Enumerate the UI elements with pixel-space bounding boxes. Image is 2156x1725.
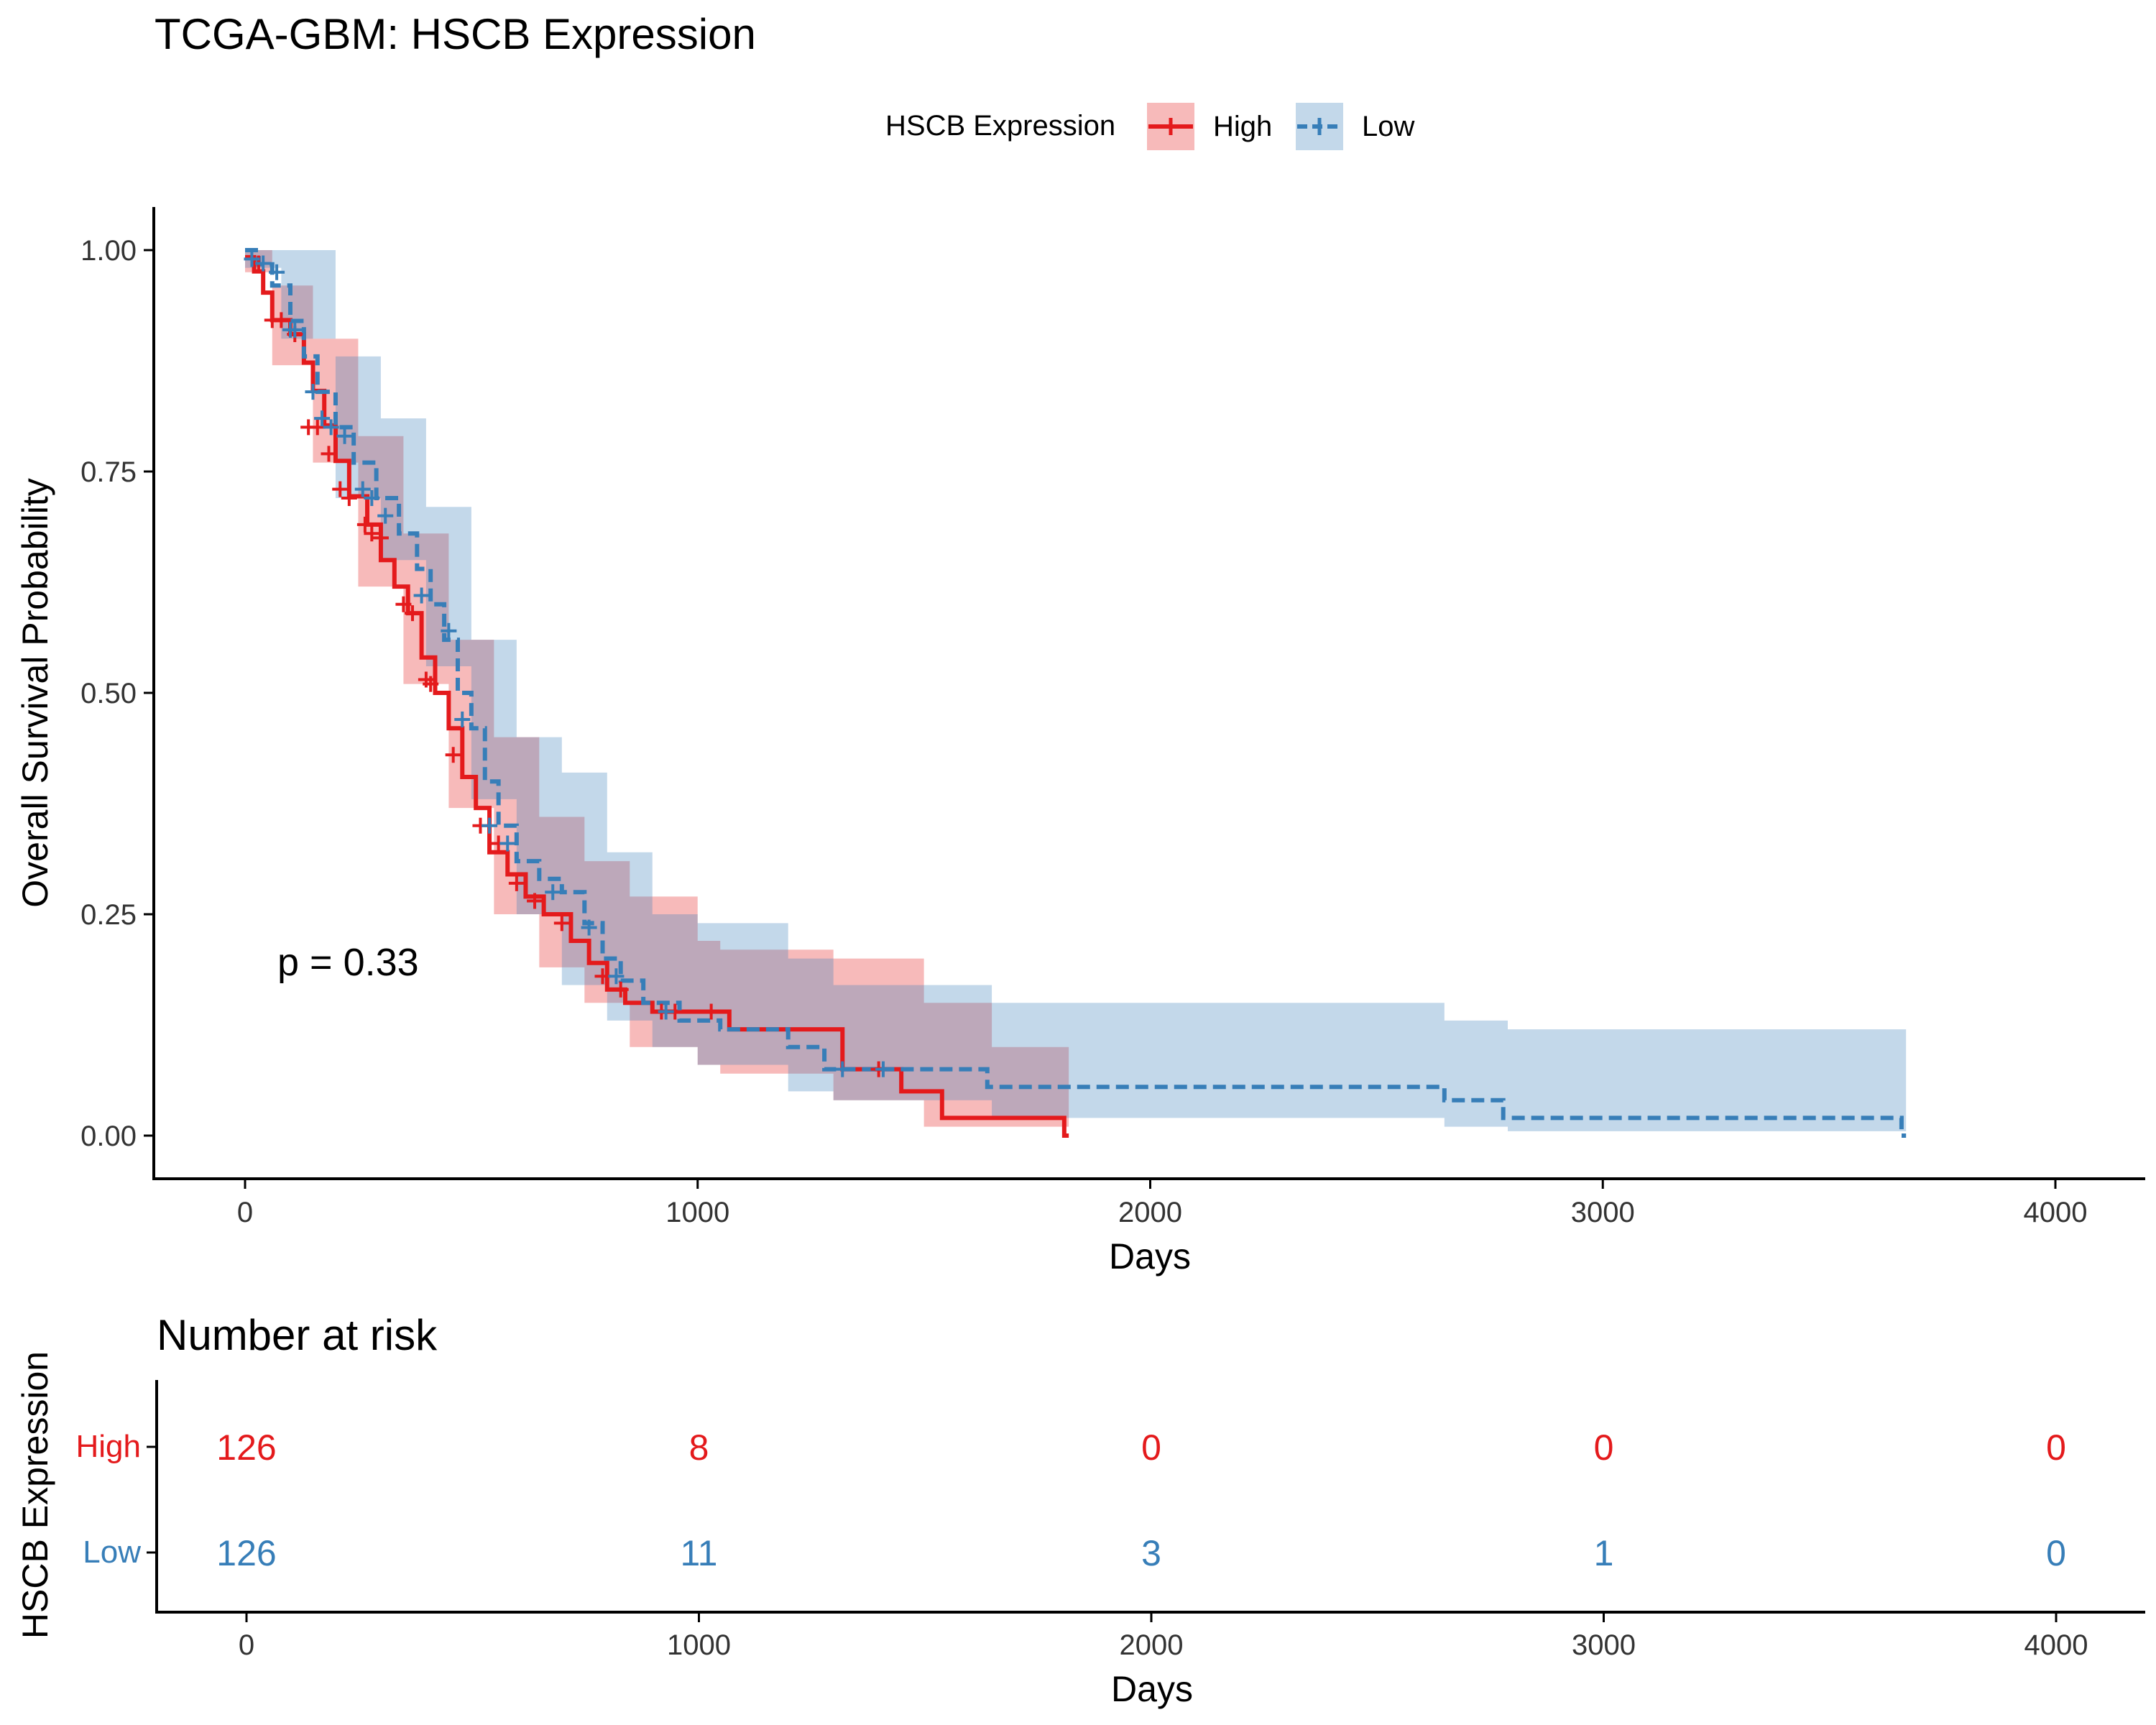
censor-mark-high	[594, 968, 611, 985]
censor-mark-low	[834, 1061, 851, 1077]
risk-table: Number at risk High 126 8 0 0 0 Low 126 11 3 1 0 0 1…	[15, 1311, 2145, 1709]
x-tick-label: 2000	[1118, 1197, 1182, 1228]
censor-mark-high	[703, 1003, 719, 1020]
survival-curve-low	[245, 248, 1907, 1138]
risk-count-high: 0	[2046, 1427, 2066, 1468]
censor-mark-low	[658, 1003, 674, 1020]
censor-mark-low	[454, 711, 471, 727]
risk-x-tick-label: 0	[239, 1629, 254, 1661]
censor-mark-low	[305, 384, 321, 400]
censor-mark-low	[581, 919, 597, 936]
risk-row-label-high: High	[76, 1429, 142, 1464]
x-tick-label: 0	[237, 1197, 253, 1228]
y-axis-ticks: 0.00 0.25 0.50 0.75 1.00	[80, 235, 154, 1152]
ci-band-high	[245, 250, 1069, 1127]
censor-mark-low	[323, 419, 339, 436]
risk-count-low: 0	[2046, 1533, 2066, 1573]
censor-mark-low	[499, 835, 516, 852]
censor-mark-low	[441, 622, 457, 639]
censor-mark-high	[508, 875, 525, 891]
confidence-bands	[245, 250, 1907, 1131]
risk-x-axis-title: Days	[1111, 1669, 1193, 1709]
censor-mark-low	[608, 968, 625, 985]
censor-mark-high	[372, 530, 389, 546]
legend-label-high: High	[1213, 111, 1272, 142]
censor-mark-high	[423, 676, 439, 692]
y-tick-label: 0.50	[80, 678, 137, 709]
risk-count-high: 0	[1141, 1427, 1161, 1468]
chart-title: TCGA-GBM: HSCB Expression	[155, 10, 756, 58]
censor-mark-high	[405, 605, 421, 622]
censor-mark-low	[244, 251, 260, 267]
risk-count-low: 126	[216, 1533, 276, 1573]
censor-mark-high	[612, 981, 629, 998]
censor-mark-high	[341, 489, 357, 506]
censor-mark-high	[309, 419, 326, 436]
censor-mark-low	[255, 255, 272, 272]
legend-title: HSCB Expression	[885, 110, 1115, 142]
censor-mark-high	[332, 481, 349, 497]
censor-mark-low	[545, 884, 561, 901]
y-axis-title: Overall Survival Probability	[15, 478, 55, 907]
survival-plot: 0 1000 2000 3000 4000 0.00 0.25 0.50 0.75 1.00 D…	[15, 207, 2145, 1276]
legend-label-low: Low	[1362, 111, 1414, 142]
x-axis-ticks: 0 1000 2000 3000 4000	[237, 1179, 2088, 1228]
y-tick-label: 0.00	[80, 1121, 137, 1152]
risk-table-rows: High 126 8 0 0 0 Low 126 11 3 1 0	[76, 1427, 2066, 1573]
censor-mark-high	[527, 893, 543, 909]
y-tick-label: 1.00	[80, 235, 137, 267]
censor-mark-low	[287, 321, 303, 338]
risk-count-low: 11	[681, 1533, 718, 1573]
risk-table-title: Number at risk	[157, 1311, 438, 1359]
censor-mark-low	[354, 481, 371, 497]
p-value-annotation: p = 0.33	[277, 941, 419, 984]
censor-mark-low	[336, 428, 353, 444]
risk-count-low: 3	[1141, 1533, 1161, 1573]
risk-count-high: 8	[689, 1427, 709, 1468]
censor-mark-low	[269, 264, 285, 280]
censor-mark-high	[321, 446, 337, 462]
censor-mark-high	[553, 915, 570, 932]
censor-marks	[244, 251, 891, 1077]
censor-mark-low	[413, 587, 430, 604]
censor-mark-low	[875, 1061, 891, 1077]
x-tick-label: 4000	[2024, 1197, 2088, 1228]
risk-y-axis-title: HSCB Expression	[15, 1351, 55, 1639]
y-tick-label: 0.75	[80, 456, 137, 488]
x-tick-label: 1000	[665, 1197, 729, 1228]
risk-row-label-low: Low	[83, 1535, 141, 1570]
censor-mark-low	[377, 507, 394, 524]
x-tick-label: 3000	[1571, 1197, 1635, 1228]
censor-mark-low	[314, 410, 331, 427]
risk-count-high: 126	[216, 1427, 276, 1468]
risk-count-low: 1	[1594, 1533, 1614, 1573]
censor-mark-high	[445, 747, 461, 763]
censor-mark-high	[273, 312, 290, 328]
risk-x-tick-label: 4000	[2024, 1629, 2088, 1661]
risk-x-tick-label: 1000	[667, 1629, 731, 1661]
censor-mark-low	[482, 817, 498, 834]
risk-x-axis-ticks: 0 1000 2000 3000 4000	[239, 1612, 2088, 1661]
risk-x-tick-label: 2000	[1120, 1629, 1184, 1661]
censor-mark-low	[364, 489, 380, 506]
censor-mark-high	[395, 596, 412, 612]
censor-mark-high	[356, 516, 373, 533]
x-axis-title: Days	[1109, 1236, 1191, 1276]
censor-mark-high	[364, 525, 380, 542]
risk-count-high: 0	[1594, 1427, 1614, 1468]
y-tick-label: 0.25	[80, 899, 137, 931]
ci-band-low	[245, 250, 1907, 1131]
legend: HSCB Expression High Low	[885, 103, 1414, 150]
risk-x-tick-label: 3000	[1572, 1629, 1636, 1661]
